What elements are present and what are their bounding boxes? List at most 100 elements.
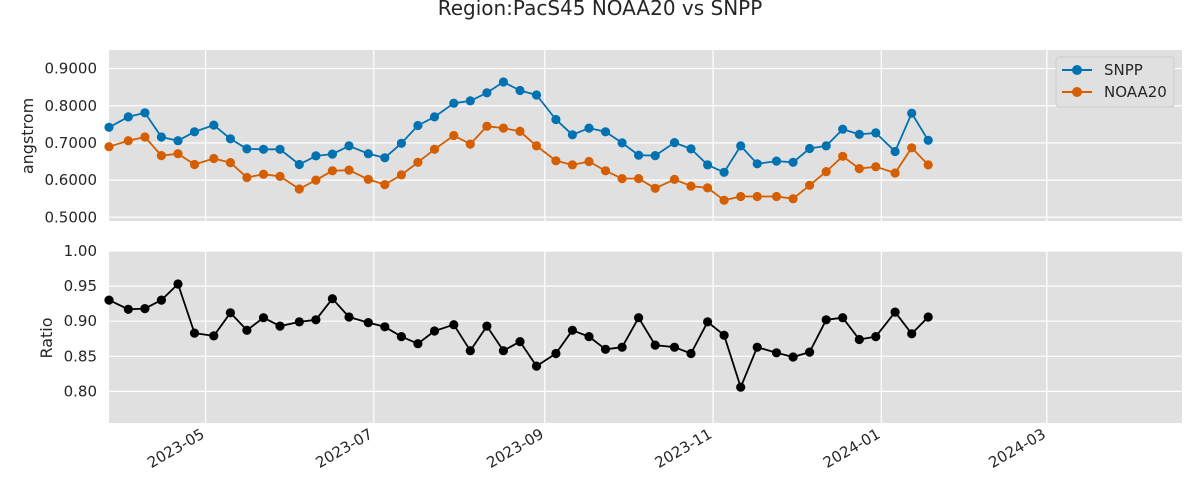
bottom-grid <box>109 250 1182 423</box>
bottom-point-ratio <box>123 304 133 314</box>
top-point-snpp <box>703 160 713 170</box>
bottom-point-ratio <box>600 344 611 354</box>
bottom-point-ratio <box>104 295 114 305</box>
top-point-snpp <box>225 134 235 144</box>
top-point-noaa20 <box>703 183 713 193</box>
top-point-noaa20 <box>209 153 219 164</box>
top-point-noaa20 <box>907 143 917 153</box>
top-point-noaa20 <box>838 151 848 161</box>
top-point-snpp <box>189 127 200 137</box>
top-point-noaa20 <box>600 166 611 176</box>
top-point-noaa20 <box>173 149 183 159</box>
x-tick-label: 2023-09 <box>484 425 547 472</box>
bottom-point-ratio <box>719 330 729 340</box>
top-point-noaa20 <box>923 160 933 170</box>
bottom-point-ratio <box>344 312 354 322</box>
top-point-snpp <box>258 144 269 154</box>
bottom-point-ratio <box>380 322 390 332</box>
top-point-noaa20 <box>650 183 660 193</box>
bottom-point-ratio <box>771 348 782 358</box>
top-point-noaa20 <box>363 174 373 184</box>
bottom-point-ratio <box>821 315 831 325</box>
top-point-snpp <box>923 135 933 145</box>
bottom-point-ratio <box>140 304 150 314</box>
bottom-y-tick-label: 0.80 <box>64 382 97 400</box>
bottom-point-ratio <box>498 346 508 356</box>
top-point-noaa20 <box>123 136 133 146</box>
bottom-point-ratio <box>788 352 798 362</box>
top-point-noaa20 <box>344 165 354 175</box>
top-point-snpp <box>650 151 660 161</box>
bottom-series <box>104 279 933 392</box>
top-point-noaa20 <box>156 151 166 161</box>
top-point-snpp <box>123 112 133 122</box>
top-point-snpp <box>413 120 423 131</box>
top-point-noaa20 <box>380 180 390 190</box>
bottom-point-ratio <box>465 346 475 356</box>
bottom-point-ratio <box>275 321 285 331</box>
top-point-snpp <box>363 149 373 159</box>
bottom-point-ratio <box>703 317 713 327</box>
top-point-noaa20 <box>413 157 423 167</box>
top-point-snpp <box>617 138 627 148</box>
bottom-point-ratio <box>752 342 762 352</box>
top-point-noaa20 <box>669 174 680 184</box>
top-point-snpp <box>600 127 611 137</box>
top-point-snpp <box>551 114 561 125</box>
top-point-noaa20 <box>531 141 542 151</box>
bottom-point-ratio <box>363 318 373 328</box>
legend-marker-snpp <box>1072 65 1082 75</box>
top-y-tick-label: 0.5000 <box>45 208 98 226</box>
bottom-y-tick-label: 0.95 <box>64 277 97 295</box>
top-point-noaa20 <box>805 180 815 190</box>
bottom-y-tick-labels: 0.80 0.85 0.90 0.95 1.00 <box>64 242 97 400</box>
x-tick-label: 2024-01 <box>820 425 883 472</box>
bottom-point-ratio <box>189 328 200 338</box>
top-point-snpp <box>498 77 508 87</box>
top-point-noaa20 <box>225 158 235 168</box>
top-point-noaa20 <box>104 142 114 152</box>
top-point-noaa20 <box>465 139 475 149</box>
bottom-point-ratio <box>551 348 561 359</box>
bottom-point-ratio <box>871 332 881 342</box>
top-point-snpp <box>805 143 815 154</box>
top-point-snpp <box>465 96 475 106</box>
top-point-snpp <box>482 88 492 98</box>
top-point-snpp <box>209 120 219 130</box>
bottom-plot-background <box>109 251 1182 423</box>
bottom-point-ratio <box>449 320 459 330</box>
top-point-noaa20 <box>311 175 321 185</box>
x-tick-label: 2024-03 <box>986 425 1049 472</box>
bottom-point-ratio <box>482 321 492 331</box>
top-y-tick-label: 0.9000 <box>45 60 98 78</box>
top-point-snpp <box>736 141 746 151</box>
top-point-snpp <box>344 141 354 151</box>
bottom-point-ratio <box>311 315 321 325</box>
top-point-snpp <box>140 108 150 118</box>
top-point-snpp <box>719 167 729 177</box>
legend-marker-noaa20 <box>1072 87 1082 97</box>
top-point-snpp <box>584 123 594 133</box>
top-point-noaa20 <box>617 174 627 184</box>
x-tick-label: 2023-05 <box>144 425 207 472</box>
top-point-snpp <box>907 108 917 118</box>
bottom-panel: 0.80 0.85 0.90 0.95 1.00 Ratio <box>37 242 1182 423</box>
top-point-noaa20 <box>515 126 525 136</box>
top-point-noaa20 <box>736 191 746 202</box>
bottom-point-ratio <box>838 313 848 323</box>
top-point-snpp <box>311 151 321 161</box>
bottom-point-ratio <box>515 337 525 347</box>
bottom-y-tick-label: 0.90 <box>64 312 97 330</box>
top-point-noaa20 <box>890 168 900 178</box>
top-point-snpp <box>242 144 252 154</box>
bottom-point-ratio <box>225 308 235 318</box>
top-point-snpp <box>449 98 459 108</box>
top-point-noaa20 <box>634 174 644 184</box>
bottom-point-ratio <box>567 325 578 335</box>
top-point-noaa20 <box>719 195 729 205</box>
top-point-noaa20 <box>189 159 200 170</box>
bottom-point-ratio <box>736 382 746 392</box>
bottom-point-ratio <box>686 348 696 359</box>
bottom-point-ratio <box>294 317 304 327</box>
top-point-noaa20 <box>275 171 285 181</box>
